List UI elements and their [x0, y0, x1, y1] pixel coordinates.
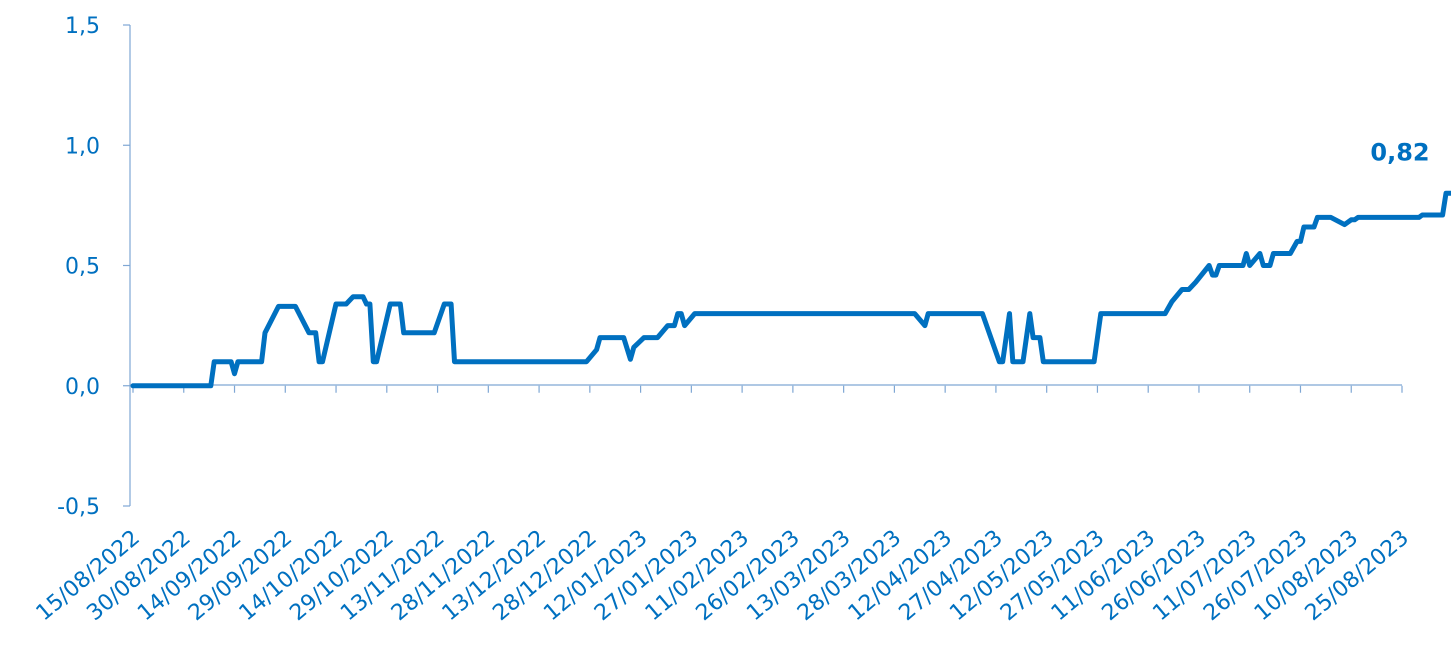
- end-value-label: 0,82: [1370, 139, 1429, 167]
- y-tick-label: 1,5: [65, 14, 100, 39]
- y-tick-label: 1,0: [65, 134, 100, 159]
- y-tick-label: 0,5: [65, 255, 100, 280]
- y-axis-ticks: -0,5 0,0 0,5 1,0 1,5: [57, 14, 130, 520]
- y-tick-label: -0,5: [57, 495, 100, 520]
- y-tick-label: 0,0: [65, 375, 100, 400]
- series-line: [130, 190, 1451, 389]
- x-axis-ticks: 15/08/202230/08/202214/09/202229/09/2022…: [32, 385, 1414, 626]
